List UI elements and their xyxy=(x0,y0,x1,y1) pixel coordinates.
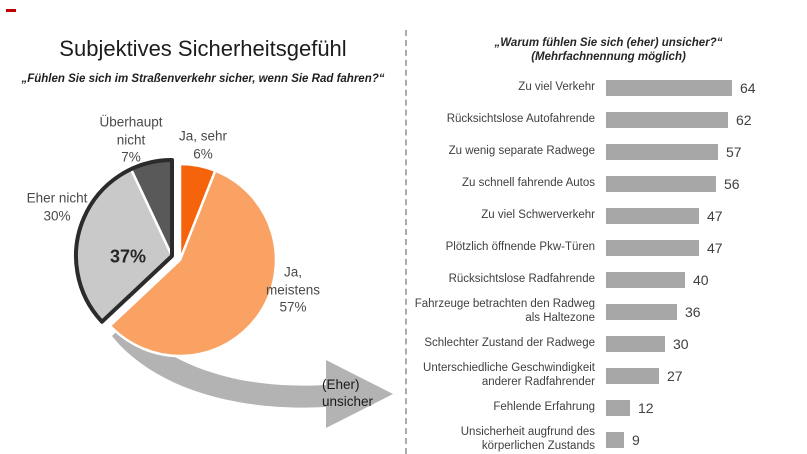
pie-chart xyxy=(73,158,393,428)
pie-slice-ja-meistens xyxy=(108,169,278,358)
bar xyxy=(606,272,685,288)
arrow-callout-label: (Eher) unsicher xyxy=(322,377,374,410)
bar-row: Fehlende Erfahrung 12 xyxy=(410,392,807,424)
pie-group-outline xyxy=(73,158,174,324)
bar-row: Zu schnell fahrende Autos 56 xyxy=(410,168,807,200)
bar-label: Zu schnell fahrende Autos xyxy=(462,177,595,190)
bar xyxy=(606,432,624,448)
bar xyxy=(606,336,665,352)
bar-row: Zu wenig separate Radwege 57 xyxy=(410,136,807,168)
bar-value: 57 xyxy=(726,144,742,160)
bar-value: 9 xyxy=(632,432,640,448)
bar-label: Fehlende Erfahrung xyxy=(493,401,595,414)
bar-chart-section: „Warum fühlen Sie sich (eher) unsicher?“… xyxy=(410,0,807,454)
bar-label: Plötzlich öffnende Pkw-Türen xyxy=(445,241,595,254)
bar-label: Unterschiedliche Geschwindigkeit anderer… xyxy=(423,362,595,388)
bar-value: 40 xyxy=(693,272,709,288)
right-chart-title-line1: „Warum fühlen Sie sich (eher) unsicher?“ xyxy=(494,37,723,49)
left-chart-subtitle: „Fühlen Sie sich im Straßenverkehr siche… xyxy=(21,73,385,85)
pie-label-group-share: 37% xyxy=(109,246,147,267)
bar-value: 27 xyxy=(667,368,683,384)
bar xyxy=(606,304,677,320)
pie-chart-section: Subjektives Sicherheitsgefühl „Fühlen Si… xyxy=(21,36,393,428)
bar-label: Rücksichtslose Radfahrende xyxy=(448,273,595,286)
bar-value: 64 xyxy=(740,80,756,96)
dashed-divider xyxy=(405,30,407,454)
bar-value: 12 xyxy=(638,400,654,416)
bar xyxy=(606,176,716,192)
bar-row: Rücksichtslose Autofahrende 62 xyxy=(410,104,807,136)
bar xyxy=(606,368,659,384)
bar-value: 36 xyxy=(685,304,701,320)
pie-slices-group xyxy=(74,158,278,358)
bar-label: Zu viel Schwerverkehr xyxy=(481,209,595,222)
bar-label: Schlechter Zustand der Radwege xyxy=(424,337,595,350)
bar-label: Unsicherheit augfrund des körperlichen Z… xyxy=(460,426,595,452)
bar-row: Unsicherheit augfrund des körperlichen Z… xyxy=(410,424,807,454)
bar-row: Schlechter Zustand der Radwege 30 xyxy=(410,328,807,360)
left-chart-title: Subjektives Sicherheitsgefühl xyxy=(59,36,347,61)
bar-chart: Zu viel Verkehr 64 Rücksichtslose Autofahr… xyxy=(410,72,807,454)
bar-row: Plötzlich öffnende Pkw-Türen 47 xyxy=(410,232,807,264)
bar xyxy=(606,112,728,128)
right-chart-title-line2: (Mehrfachnennung möglich) xyxy=(531,51,686,64)
bar-row: Unterschiedliche Geschwindigkeit anderer… xyxy=(410,360,807,392)
bar-row: Fahrzeuge betrachten den Radweg als Halt… xyxy=(410,296,807,328)
bar-row: Zu viel Verkehr 64 xyxy=(410,72,807,104)
pie-label-eher-nicht: Eher nicht 30% xyxy=(26,190,88,223)
bar-value: 47 xyxy=(707,240,723,256)
bar xyxy=(606,240,699,256)
pie-label-ja-sehr: Ja, sehr 6% xyxy=(178,128,228,161)
bar xyxy=(606,400,630,416)
pie-label-ja-meistens: Ja, meistens 57% xyxy=(265,264,321,315)
bar-value: 62 xyxy=(736,112,752,128)
bar-label: Zu viel Verkehr xyxy=(518,81,595,94)
bar-label: Rücksichtslose Autofahrende xyxy=(446,113,595,126)
bar-value: 56 xyxy=(724,176,740,192)
bar-label: Zu wenig separate Radwege xyxy=(448,145,595,158)
bar-row: Zu viel Schwerverkehr 47 xyxy=(410,200,807,232)
bar xyxy=(606,144,718,160)
pie-label-ueberhaupt-nicht: Überhaupt nicht 7% xyxy=(99,114,163,165)
bar xyxy=(606,208,699,224)
bar xyxy=(606,80,732,96)
bar-label: Fahrzeuge betrachten den Radweg als Halt… xyxy=(414,298,595,324)
bar-value: 30 xyxy=(673,336,689,352)
arrow-swoosh xyxy=(112,320,326,408)
right-chart-title: „Warum fühlen Sie sich (eher) unsicher?“… xyxy=(410,36,807,65)
arrow-head-icon xyxy=(326,360,393,428)
bar-row: Rücksichtslose Radfahrende 40 xyxy=(410,264,807,296)
red-dash-mark xyxy=(6,9,16,12)
bar-value: 47 xyxy=(707,208,723,224)
